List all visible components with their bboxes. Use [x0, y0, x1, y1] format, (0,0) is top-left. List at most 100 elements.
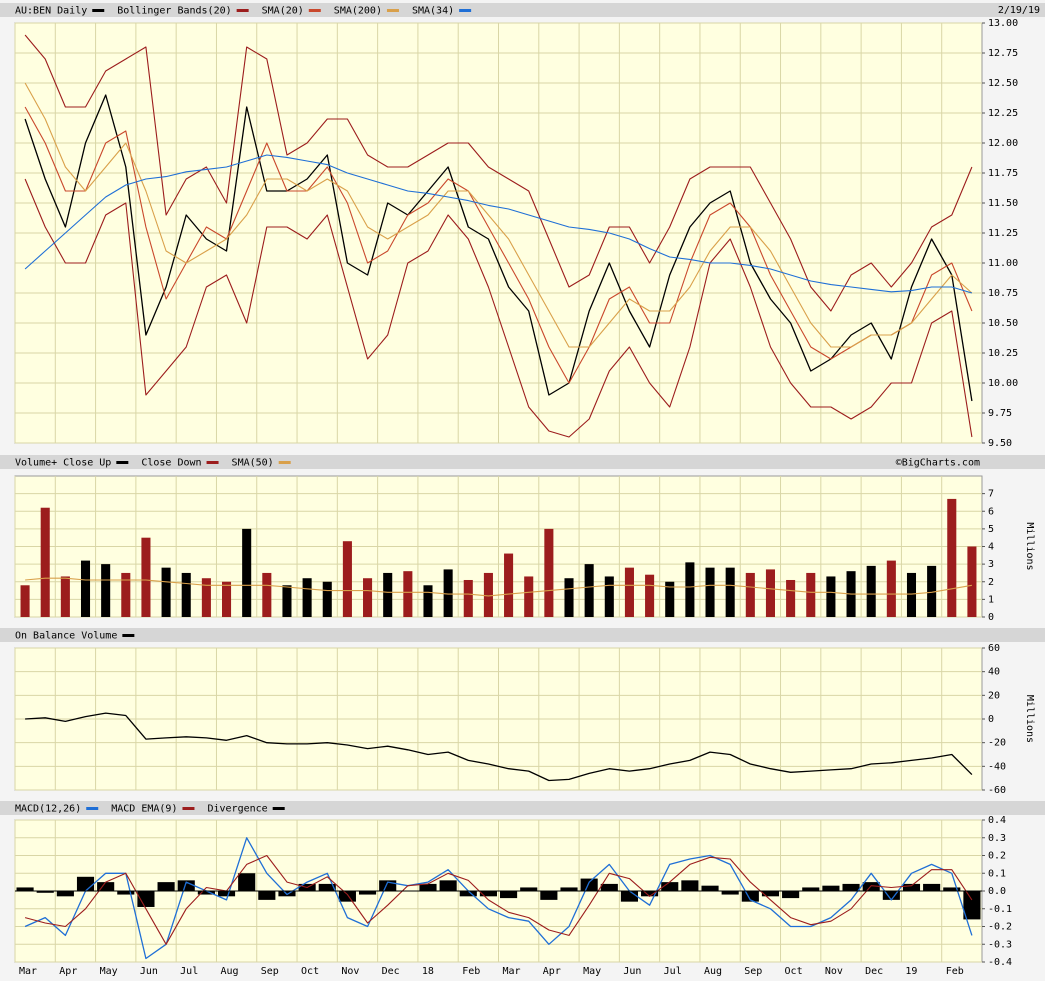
- bar: [721, 891, 739, 895]
- legend-swatch: [206, 461, 219, 464]
- legend-swatch: [236, 9, 249, 12]
- bar: [137, 891, 155, 907]
- bar: [806, 572, 816, 617]
- bar: [258, 891, 276, 900]
- bar: [802, 887, 820, 891]
- bar: [161, 567, 171, 617]
- series-line: [24, 154, 973, 294]
- bar: [423, 585, 433, 617]
- bar: [60, 576, 70, 617]
- series-line: [24, 94, 973, 402]
- bar: [947, 498, 957, 617]
- legend-label: Bollinger Bands(20): [117, 6, 231, 17]
- bar: [56, 891, 74, 897]
- y-tick-label: 9.50: [988, 438, 1012, 449]
- panel-header: [0, 455, 1045, 469]
- bar: [842, 883, 860, 891]
- y-tick-label: 3: [988, 559, 994, 570]
- legend-label: SMA(20): [262, 6, 304, 17]
- legend-label: MACD(12,26): [15, 804, 81, 815]
- x-tick-label: Sep: [261, 966, 279, 977]
- bar: [483, 572, 493, 617]
- bar: [906, 572, 917, 617]
- y-tick-label: 10.25: [988, 348, 1018, 359]
- bar: [641, 891, 659, 897]
- bar: [705, 567, 715, 617]
- bar: [504, 553, 514, 617]
- y-axis-label: Millions: [1024, 695, 1035, 743]
- bar: [363, 578, 373, 617]
- y-tick-label: -0.3: [988, 939, 1012, 950]
- panel-header: [0, 628, 1045, 642]
- x-tick-label: May: [100, 966, 118, 977]
- y-tick-label: 20: [988, 690, 1000, 701]
- legend-label: Close Down: [141, 458, 201, 469]
- bar: [500, 891, 518, 899]
- x-tick-label: Aug: [220, 966, 238, 977]
- y-tick-label: -40: [988, 761, 1006, 772]
- y-tick-label: 0: [988, 714, 994, 725]
- bar: [318, 883, 336, 891]
- bar: [725, 567, 735, 617]
- x-tick-label: Oct: [785, 966, 803, 977]
- bar: [600, 883, 618, 891]
- bar: [121, 572, 131, 617]
- x-tick-label: Jul: [664, 966, 682, 977]
- bar: [620, 891, 639, 902]
- bar: [403, 571, 413, 617]
- y-tick-label: 12.25: [988, 108, 1018, 119]
- bar: [584, 564, 594, 617]
- y-tick-label: 11.50: [988, 198, 1018, 209]
- x-tick-label: Mar: [19, 966, 37, 977]
- bar: [786, 579, 796, 617]
- bar: [238, 873, 256, 891]
- bar: [862, 882, 880, 891]
- bar: [822, 885, 840, 891]
- legend-swatch: [122, 634, 135, 637]
- y-tick-label: 2: [988, 577, 994, 588]
- y-tick-label: 0.2: [988, 851, 1006, 862]
- y-tick-label: 5: [988, 524, 994, 535]
- y-tick-label: 0.3: [988, 833, 1006, 844]
- x-tick-label: Jun: [623, 966, 641, 977]
- bar: [923, 883, 941, 891]
- bar: [20, 585, 30, 617]
- legend-label: On Balance Volume: [15, 631, 117, 642]
- bar: [645, 574, 655, 617]
- bar: [221, 581, 232, 617]
- bar: [544, 528, 554, 617]
- legend-label: AU:BEN Daily: [15, 6, 87, 17]
- y-tick-label: -0.1: [988, 904, 1012, 915]
- y-tick-label: 6: [988, 506, 994, 517]
- bar: [604, 576, 614, 617]
- bar: [479, 891, 497, 897]
- y-tick-label: 0: [988, 612, 994, 623]
- bar: [624, 567, 634, 617]
- bar: [419, 883, 437, 891]
- bar: [157, 882, 175, 891]
- legend-swatch: [459, 9, 472, 12]
- legend-swatch: [308, 9, 321, 12]
- legend-swatch: [182, 807, 195, 810]
- bar: [741, 891, 759, 902]
- bar: [685, 562, 695, 617]
- y-tick-label: 12.50: [988, 78, 1018, 89]
- y-tick-label: 0.4: [988, 815, 1006, 826]
- y-tick-label: -20: [988, 738, 1006, 749]
- bar: [76, 876, 95, 891]
- bar: [524, 576, 534, 617]
- bar: [383, 572, 393, 617]
- bar: [338, 891, 356, 902]
- y-tick-label: 10.00: [988, 378, 1018, 389]
- bar: [181, 572, 191, 617]
- series-line: [24, 837, 973, 960]
- legend-label: Divergence: [207, 804, 267, 815]
- bar: [701, 885, 719, 891]
- bar: [302, 578, 312, 617]
- bar: [201, 578, 211, 617]
- y-tick-label: 0.0: [988, 886, 1006, 897]
- bar: [886, 560, 896, 617]
- legend-label: Volume+ Close Up: [15, 458, 111, 469]
- bar: [379, 880, 397, 891]
